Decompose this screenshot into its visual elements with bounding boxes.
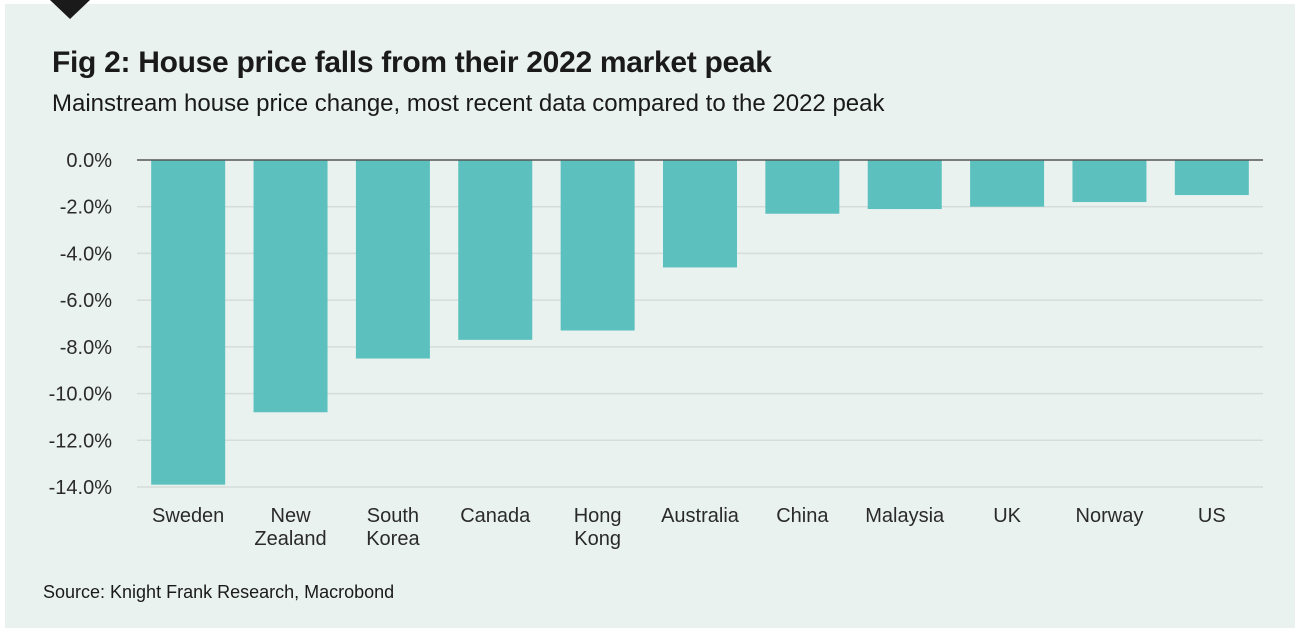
- x-category-label: Australia: [661, 505, 740, 527]
- bar: [1174, 160, 1249, 196]
- bar: [970, 160, 1045, 207]
- x-category-label: Norway: [1076, 505, 1144, 527]
- y-tick-label: -2.0%: [60, 197, 112, 219]
- x-category-label: China: [776, 505, 829, 527]
- y-tick-label: -10.0%: [49, 384, 113, 406]
- bar: [355, 160, 430, 359]
- y-tick-label: -8.0%: [60, 337, 112, 359]
- y-axis-ticks: 0.0% -2.0% -4.0% -6.0% -8.0% -10.0% -12.0% -14.…: [49, 150, 113, 499]
- triangle-marker-icon: [50, 0, 90, 19]
- bar: [458, 160, 533, 340]
- bars: [151, 160, 1249, 485]
- chart-title: Fig 2: House price falls from their 2022…: [52, 46, 772, 79]
- x-category-label: UK: [993, 505, 1021, 527]
- x-category-label: Canada: [460, 505, 531, 527]
- y-tick-label: -4.0%: [60, 243, 112, 265]
- y-tick-label: -12.0%: [49, 430, 113, 452]
- y-tick-label: -14.0%: [49, 477, 113, 499]
- bar: [1072, 160, 1147, 203]
- bar: [765, 160, 840, 214]
- bar: [560, 160, 635, 331]
- y-tick-label: -6.0%: [60, 290, 112, 312]
- bar: [867, 160, 942, 210]
- source-note: Source: Knight Frank Research, Macrobond: [43, 582, 395, 602]
- x-category-label: Sweden: [152, 505, 224, 527]
- bar: [253, 160, 328, 413]
- y-tick-label: 0.0%: [66, 150, 112, 172]
- x-axis-labels: Sweden New Zealand South Korea Canada Hong Kong…: [152, 505, 1226, 550]
- x-category-label: Malaysia: [865, 505, 945, 527]
- bar: [151, 160, 226, 485]
- x-category-label: New Zealand: [254, 505, 326, 550]
- x-category-label: US: [1198, 505, 1226, 527]
- x-category-label: South Korea: [366, 505, 420, 550]
- x-category-label: Hong Kong: [574, 505, 622, 550]
- chart-subtitle: Mainstream house price change, most rece…: [52, 90, 885, 117]
- bar: [663, 160, 737, 268]
